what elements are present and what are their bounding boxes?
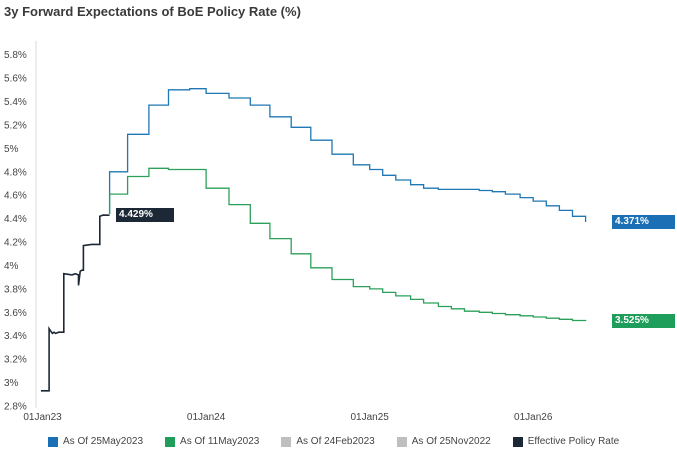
series-line-as-of-11may2023 xyxy=(108,167,587,322)
y-tick-label: 3.8% xyxy=(4,284,27,295)
legend-label: As Of 24Feb2023 xyxy=(296,436,375,447)
legend-label: As Of 25Nov2022 xyxy=(411,436,491,447)
y-tick-label: 4% xyxy=(4,261,19,272)
y-tick-label: 4.4% xyxy=(4,214,27,225)
end-value-badge: 4.429% xyxy=(116,208,174,222)
chart-title: 3y Forward Expectations of BoE Policy Ra… xyxy=(4,4,301,19)
x-tick-label: 01Jan24 xyxy=(187,412,226,423)
legend-swatch xyxy=(165,436,176,447)
legend-item: As Of 24Feb2023 xyxy=(281,436,375,447)
y-tick-label: 4.6% xyxy=(4,191,27,202)
legend-label: Effective Policy Rate xyxy=(527,436,620,447)
series-line-as-of-25may2023 xyxy=(108,88,587,222)
series-line-effective-policy-rate xyxy=(40,214,110,392)
y-tick-label: 4.2% xyxy=(4,238,27,249)
legend-label: As Of 11May2023 xyxy=(180,436,260,447)
y-tick-label: 5% xyxy=(4,144,19,155)
y-tick-label: 3.6% xyxy=(4,308,27,319)
end-value-badge: 4.371% xyxy=(612,215,675,229)
y-tick-label: 4.8% xyxy=(4,167,27,178)
legend-swatch xyxy=(512,436,523,447)
legend-swatch xyxy=(48,436,58,447)
y-tick-label: 2.8% xyxy=(4,402,27,413)
x-tick-label: 01Jan26 xyxy=(514,412,553,423)
legend-swatch xyxy=(281,436,292,447)
end-value-badge: 3.525% xyxy=(612,314,675,328)
legend-label: As Of 25May2023 xyxy=(63,436,144,447)
y-tick-label: 5.4% xyxy=(4,97,27,108)
legend-item: As Of 11May2023 xyxy=(165,436,259,447)
y-tick-label: 5.6% xyxy=(4,74,27,85)
y-axis-ticks: 5.8% 5.6% 5.4% 5.2% 5% 4.8% 4.6% 4.4% 4.2% 4% 3.8%… xyxy=(4,50,27,412)
y-tick-label: 3% xyxy=(4,378,19,389)
y-tick-label: 3.4% xyxy=(4,331,27,342)
series-lines xyxy=(40,88,587,392)
legend-item: As Of 25Nov2022 xyxy=(396,436,491,447)
x-axis-ticks: 01Jan23 01Jan24 01Jan25 01Jan26 xyxy=(23,412,552,423)
y-tick-label: 3.2% xyxy=(4,355,27,366)
x-tick-label: 01Jan25 xyxy=(350,412,389,423)
x-tick-label: 01Jan23 xyxy=(23,412,62,423)
legend-item: As Of 25May2023 xyxy=(48,436,143,447)
y-tick-label: 5.2% xyxy=(4,120,27,131)
legend-item: Effective Policy Rate xyxy=(512,436,620,447)
y-tick-label: 5.8% xyxy=(4,50,27,61)
legend-swatch xyxy=(396,436,407,447)
legend: As Of 25May2023 As Of 11May2023 As Of 24Fe… xyxy=(48,436,641,447)
